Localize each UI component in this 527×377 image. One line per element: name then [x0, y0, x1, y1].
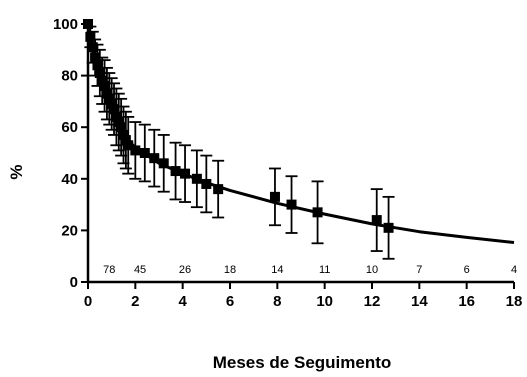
x-tick-label: 16 [458, 293, 475, 310]
data-point [90, 52, 101, 63]
fit-curve [86, 23, 515, 244]
y-axis-title: % [7, 164, 26, 179]
data-point [101, 88, 112, 99]
y-tick-label: 40 [61, 171, 78, 188]
x-tick-label: 18 [506, 293, 523, 310]
data-point [85, 31, 96, 42]
data-point [104, 93, 115, 104]
data-point [269, 191, 280, 202]
annotation-label: 18 [224, 264, 236, 276]
data-point [170, 166, 181, 177]
data-point [92, 60, 103, 71]
data-point [109, 104, 120, 115]
data-point [286, 199, 297, 210]
data-point [149, 153, 160, 164]
annotation-label: 14 [271, 264, 283, 276]
x-axis-title: Meses de Seguimento [213, 353, 392, 372]
data-point [371, 215, 382, 226]
y-tick-label: 0 [70, 274, 78, 291]
y-tick-label: 100 [53, 16, 78, 33]
annotation-label: 10 [366, 264, 378, 276]
data-point [111, 111, 122, 122]
data-point [113, 117, 124, 128]
data-point [191, 173, 202, 184]
data-point-layer [83, 19, 394, 233]
data-point [213, 184, 224, 195]
data-point [118, 129, 129, 140]
x-tick-label: 0 [84, 293, 92, 310]
data-point [201, 178, 212, 189]
data-point [139, 148, 150, 158]
y-tick-label: 80 [61, 68, 78, 85]
data-point [87, 42, 98, 53]
data-point [94, 68, 105, 79]
data-point [116, 122, 127, 133]
x-tick-label: 2 [131, 293, 139, 310]
data-point [97, 75, 108, 86]
data-point [180, 168, 191, 179]
axes [81, 23, 515, 289]
tick-label-layer: 0 20 40 60 80 100 0 2 4 6 8 10 12 14 16 18 [53, 16, 522, 310]
x-tick-label: 10 [316, 293, 333, 310]
annotation-label: 45 [134, 264, 146, 276]
data-point [99, 80, 110, 91]
y-tick-label: 60 [61, 119, 78, 136]
annotation-label: 78 [103, 264, 115, 276]
data-point [106, 98, 117, 109]
data-point [158, 158, 169, 169]
data-point [123, 140, 134, 151]
y-tick-label: 20 [61, 222, 78, 239]
x-tick-label: 6 [226, 293, 234, 310]
x-tick-label: 4 [178, 293, 187, 310]
annotation-label: 4 [511, 264, 517, 276]
data-point [130, 145, 141, 156]
x-tick-label: 12 [364, 293, 381, 310]
annotation-layer: 78 45 26 18 14 11 10 7 6 4 [103, 264, 517, 276]
data-point [120, 135, 131, 146]
x-tick-label: 8 [273, 293, 281, 310]
data-point [383, 222, 394, 233]
data-point [83, 19, 93, 29]
x-tick-label: 14 [411, 293, 428, 310]
annotation-label: 7 [416, 264, 422, 276]
annotation-label: 6 [464, 264, 470, 276]
annotation-label: 11 [319, 264, 330, 276]
annotation-label: 26 [179, 264, 191, 276]
data-point [312, 207, 323, 218]
fit-curve-layer [86, 23, 515, 244]
